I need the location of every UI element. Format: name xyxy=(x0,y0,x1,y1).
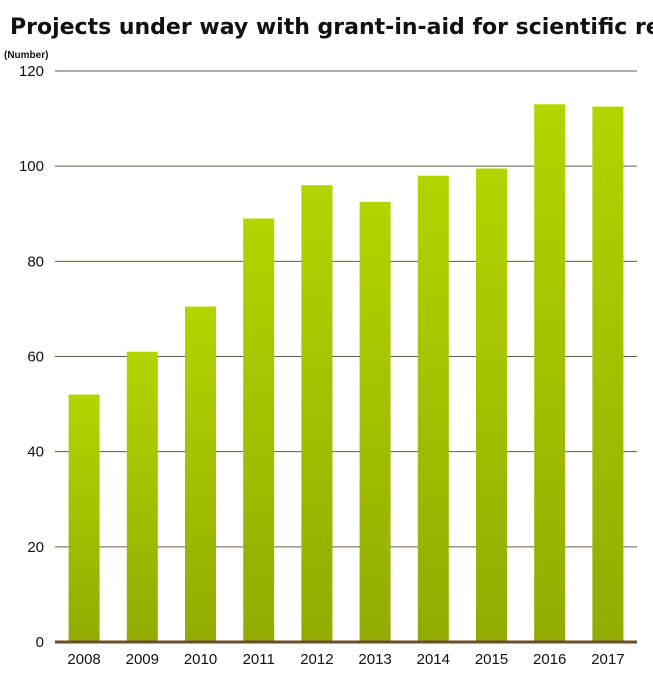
x-tick-label: 2011 xyxy=(243,651,275,668)
x-tick-label: 2014 xyxy=(417,651,450,668)
y-tick-label: 20 xyxy=(27,539,44,556)
y-tick-label: 100 xyxy=(19,158,44,175)
x-tick-label: 2016 xyxy=(533,651,566,668)
bar-2011 xyxy=(243,218,275,642)
bars xyxy=(68,104,624,642)
bar-2017 xyxy=(592,106,624,642)
bar-2008 xyxy=(68,394,100,642)
y-axis-ticks: 0 20 40 60 80 100 120 xyxy=(19,63,44,651)
bar-2015 xyxy=(476,168,507,642)
bar-2012 xyxy=(301,185,333,642)
bar-2016 xyxy=(534,104,566,642)
x-tick-label: 2015 xyxy=(475,651,508,668)
x-tick-label: 2010 xyxy=(184,651,217,668)
chart-title: Projects under way with grant-in-aid for… xyxy=(10,15,653,40)
y-tick-label: 80 xyxy=(27,253,44,270)
bar-2013 xyxy=(359,201,391,642)
x-tick-label: 2017 xyxy=(591,651,624,668)
bar-2014 xyxy=(417,175,449,642)
y-tick-label: 60 xyxy=(27,349,44,366)
y-axis-unit-label: (Number) xyxy=(4,50,48,61)
bar-2010 xyxy=(185,306,216,642)
x-tick-label: 2012 xyxy=(300,651,333,668)
x-tick-label: 2009 xyxy=(126,651,159,668)
y-tick-label: 120 xyxy=(19,63,44,80)
y-tick-label: 0 xyxy=(36,634,44,651)
bar-2009 xyxy=(126,351,158,642)
x-tick-label: 2013 xyxy=(358,651,391,668)
x-axis-ticks: 2008 2009 2010 2011 2012 2013 2014 2015 2016 2017 xyxy=(67,651,624,668)
x-tick-label: 2008 xyxy=(67,651,100,668)
y-tick-label: 40 xyxy=(27,444,44,461)
